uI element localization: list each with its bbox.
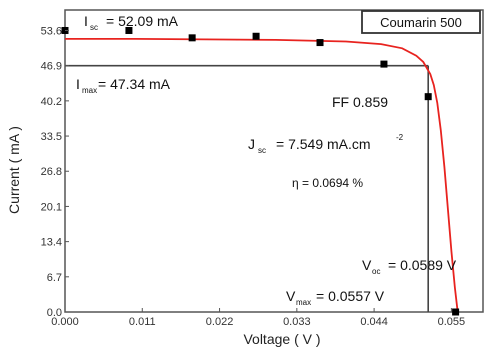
imax-annotation: I max = 47.34 mA — [76, 76, 171, 95]
y-tick-label: 0.0 — [47, 307, 62, 319]
plot-frame — [64, 9, 484, 313]
svg-text:max: max — [296, 298, 311, 307]
svg-text:I: I — [84, 13, 88, 29]
svg-text:= 47.34 mA: = 47.34 mA — [98, 76, 171, 92]
y-tick-label: 53.6 — [41, 25, 62, 37]
data-point-marker — [316, 39, 324, 47]
svg-text:J: J — [248, 136, 255, 152]
svg-text:= 0.0557 V: = 0.0557 V — [316, 288, 385, 304]
ff-annotation: FF 0.859 — [332, 94, 388, 110]
data-point-marker — [188, 34, 196, 42]
data-point-marker — [452, 308, 460, 316]
x-tick-label: 0.011 — [129, 316, 156, 328]
y-tick-label: 20.1 — [41, 201, 62, 213]
jsc-annotation: J sc = 7.549 mA.cm -2 — [248, 133, 404, 155]
svg-text:V: V — [286, 288, 296, 304]
data-point-marker — [125, 26, 133, 34]
svg-text:V: V — [362, 257, 372, 273]
legend-label: Coumarin 500 — [380, 15, 462, 30]
x-tick-label: 0.044 — [360, 316, 388, 328]
svg-text:oc: oc — [372, 267, 380, 276]
svg-text:sc: sc — [258, 146, 266, 155]
isc-annotation: I sc = 52.09 mA — [84, 13, 179, 32]
data-point-marker — [424, 93, 432, 101]
svg-text:max: max — [82, 86, 97, 95]
svg-text:sc: sc — [90, 23, 98, 32]
svg-text:-2: -2 — [396, 133, 404, 142]
vmax-annotation: V max = 0.0557 V — [286, 288, 385, 307]
y-tick-label: 26.8 — [41, 166, 62, 178]
x-tick-label: 0.022 — [206, 316, 234, 328]
x-tick-label: 0.033 — [283, 316, 311, 328]
x-axis-ticks: 0.000 0.011 0.022 0.033 0.044 0.055 — [51, 308, 465, 328]
y-axis-title: Current ( mA ) — [6, 126, 22, 214]
y-tick-label: 13.4 — [41, 237, 62, 249]
svg-text:= 52.09 mA: = 52.09 mA — [106, 13, 179, 29]
y-tick-label: 6.7 — [47, 272, 62, 284]
x-axis-title: Voltage ( V ) — [243, 331, 320, 347]
legend-box: Coumarin 500 — [361, 10, 481, 34]
y-tick-label: 33.5 — [41, 131, 62, 143]
svg-text:= 0.0589 V: = 0.0589 V — [388, 257, 457, 273]
data-point-marker — [252, 32, 260, 40]
x-tick-label: 0.000 — [51, 316, 79, 328]
reference-lines — [65, 64, 430, 312]
y-tick-label: 46.9 — [41, 61, 62, 73]
x-tick-label: 0.055 — [438, 316, 466, 328]
voc-annotation: V oc = 0.0589 V — [362, 257, 457, 276]
svg-text:I: I — [76, 76, 80, 92]
fit-curve — [65, 38, 459, 313]
data-point-marker — [380, 60, 388, 68]
y-tick-label: 40.2 — [41, 96, 62, 108]
eta-annotation: η = 0.0694 % — [292, 176, 363, 190]
svg-text:= 7.549 mA.cm: = 7.549 mA.cm — [276, 136, 371, 152]
y-axis-ticks: 0.0 6.7 13.4 20.1 26.8 33.5 40.2 46.9 53.6 — [41, 25, 69, 319]
